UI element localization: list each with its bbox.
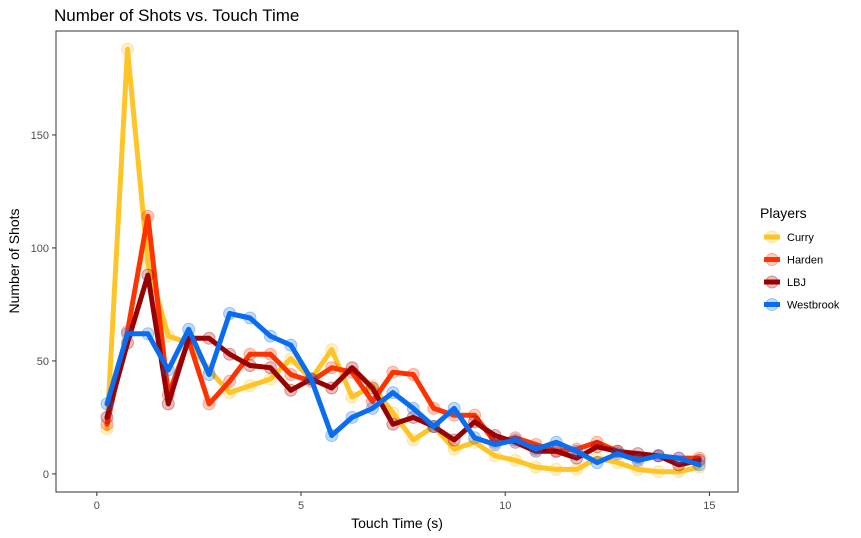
legend-item-westbrook: Westbrook: [764, 298, 840, 312]
y-tick-label: 150: [31, 130, 49, 142]
series-layer: [100, 42, 706, 479]
legend-title: Players: [760, 205, 807, 221]
legend-key-marker: [765, 253, 779, 266]
legend-label: Curry: [787, 232, 814, 244]
x-tick-label: 5: [298, 500, 304, 512]
y-tick-label: 100: [31, 243, 49, 255]
legend-item-harden: Harden: [764, 253, 823, 267]
x-tick-label: 10: [499, 500, 511, 512]
series-line-westbrook: [104, 311, 702, 468]
series-westbrook: [100, 307, 706, 472]
x-tick-label: 15: [703, 500, 715, 512]
legend-key-marker: [765, 298, 779, 311]
x-tick-label: 0: [94, 500, 100, 512]
series-line-harden: [104, 213, 702, 461]
x-axis: 0 5 10 15: [94, 492, 716, 512]
legend-label: Westbrook: [787, 300, 840, 312]
plot-panel: [55, 30, 739, 493]
legend-key-marker: [765, 275, 779, 289]
x-axis-title: Touch Time (s): [351, 515, 443, 531]
legend-items: Curry Harden LBJ Westbrook: [764, 230, 840, 312]
y-tick-label: 50: [37, 356, 49, 368]
y-axis: 0 50 100 150: [31, 130, 56, 481]
legend-item-curry: Curry: [764, 230, 814, 244]
legend-label: LBJ: [787, 277, 806, 289]
chart-title: Number of Shots vs. Touch Time: [54, 6, 299, 25]
legend: Players Curry Harden LBJ Westbrook: [760, 205, 840, 312]
series-line-lbj: [104, 272, 702, 468]
legend-key-marker: [765, 230, 779, 244]
y-axis-title: Number of Shots: [6, 208, 22, 313]
series-lbj: [100, 268, 706, 472]
y-tick-label: 0: [43, 469, 49, 481]
legend-item-lbj: LBJ: [764, 275, 806, 289]
legend-label: Harden: [787, 255, 823, 267]
